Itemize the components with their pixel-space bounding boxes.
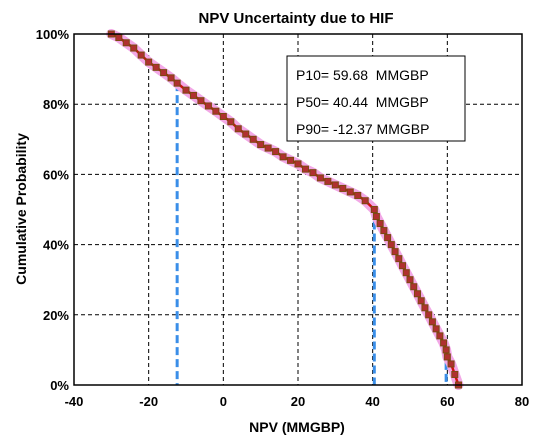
data-point: [130, 44, 138, 52]
data-point: [316, 174, 324, 182]
data-point: [447, 360, 455, 368]
y-axis-title: Cumulative Probability: [13, 133, 29, 285]
x-tick-label: -40: [65, 394, 84, 409]
data-point: [204, 102, 212, 110]
data-point: [115, 34, 123, 42]
data-point: [361, 197, 369, 205]
data-point: [387, 241, 395, 249]
data-point: [436, 332, 444, 340]
data-point: [167, 74, 175, 82]
y-tick-label: 20%: [43, 308, 69, 323]
data-point: [417, 297, 425, 305]
data-point: [152, 63, 160, 71]
data-point: [428, 318, 436, 326]
data-point: [372, 213, 380, 221]
data-point: [242, 130, 250, 138]
data-point: [160, 69, 168, 77]
y-tick-label: 60%: [43, 167, 69, 182]
data-point: [309, 169, 317, 177]
y-tick-label: 0%: [50, 378, 69, 393]
data-point: [145, 58, 153, 66]
legend-frame: [286, 55, 466, 142]
data-point: [391, 248, 399, 256]
data-point: [331, 181, 339, 189]
x-tick-label: 80: [515, 394, 529, 409]
data-point: [234, 125, 242, 133]
data-point: [406, 276, 414, 284]
data-point: [122, 39, 130, 47]
data-point: [421, 304, 429, 312]
data-point: [440, 339, 448, 347]
data-point: [425, 311, 433, 319]
data-point: [324, 177, 332, 185]
data-point: [339, 184, 347, 192]
x-axis-title: NPV (MMGBP): [249, 419, 345, 435]
legend-line-p90: P90= -12.37 MMGBP: [296, 121, 429, 137]
y-tick-label: 100%: [36, 27, 70, 42]
legend-line-p50: P50= 40.44 MMGBP: [296, 94, 429, 110]
x-tick-label: 40: [365, 394, 379, 409]
data-point: [182, 86, 190, 94]
plot-frame: [73, 33, 523, 386]
data-point: [287, 156, 295, 164]
data-point: [257, 141, 265, 149]
data-point: [301, 165, 309, 173]
data-point: [219, 112, 227, 120]
data-point: [413, 290, 421, 298]
data-point: [212, 107, 220, 115]
data-point: [443, 353, 451, 361]
data-point: [249, 135, 257, 143]
x-tick-label: 0: [220, 394, 227, 409]
data-point: [376, 220, 384, 228]
data-point: [279, 153, 287, 161]
data-point: [197, 97, 205, 105]
data-point: [384, 234, 392, 242]
data-point: [137, 51, 145, 59]
data-point: [402, 269, 410, 277]
y-tick-label: 80%: [43, 97, 69, 112]
data-point: [432, 325, 440, 333]
data-point: [294, 160, 302, 168]
data-point: [227, 118, 235, 126]
x-tick-label: 60: [440, 394, 454, 409]
y-axis: 0% 20% 40% 60% 80% 100%: [36, 27, 70, 393]
data-point: [272, 148, 280, 156]
data-point: [346, 188, 354, 196]
data-point: [189, 91, 197, 99]
data-point: [451, 370, 459, 378]
chart-title: NPV Uncertainty due to HIF: [198, 10, 393, 27]
legend-line-p10: P10= 59.68 MMGBP: [296, 67, 429, 83]
data-point: [399, 262, 407, 270]
x-tick-label: -20: [139, 394, 158, 409]
data-point: [410, 283, 418, 291]
x-tick-label: 20: [291, 394, 305, 409]
data-point: [173, 79, 181, 87]
data-point: [442, 346, 450, 354]
percentile-legend: P10= 59.68 MMGBP P50= 40.44 MMGBP P90= -…: [286, 55, 466, 142]
series-markers: [107, 30, 463, 389]
x-axis: -40 -20 0 20 40 60 80: [65, 394, 530, 409]
data-point: [380, 227, 388, 235]
y-tick-label: 40%: [43, 238, 69, 253]
data-point: [354, 191, 362, 199]
data-point: [264, 144, 272, 152]
data-point: [395, 255, 403, 263]
data-point: [370, 206, 378, 213]
